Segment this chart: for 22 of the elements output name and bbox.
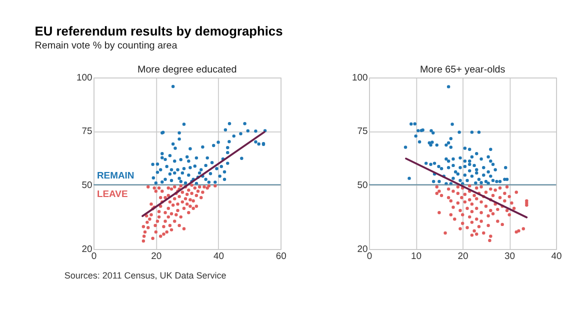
x-tick-label: 10 <box>410 250 422 262</box>
y-tick-label: 50 <box>82 180 92 191</box>
annotation: LEAVE <box>96 188 128 200</box>
x-tick-label: 40 <box>213 250 224 262</box>
y-tick-label: 100 <box>352 72 368 84</box>
annotation: REMAIN <box>96 170 134 182</box>
x-tick-label: 20 <box>151 250 162 262</box>
source-note: Sources: 2011 Census, UK Data Service <box>64 270 226 280</box>
x-tick-label: 30 <box>504 250 516 262</box>
y-tick-label: 50 <box>357 180 368 191</box>
x-axis-title: More 65+ year-olds <box>420 64 506 76</box>
x-tick-label: 0 <box>91 250 97 262</box>
x-tick-label: 20 <box>458 250 468 262</box>
x-tick-label: 0 <box>366 250 372 262</box>
y-tick-label: 75 <box>82 126 92 138</box>
x-tick-label: 40 <box>551 250 562 262</box>
x-tick-label: 60 <box>276 250 286 262</box>
y-tick-label: 100 <box>76 72 92 84</box>
y-tick-label: 75 <box>357 126 368 138</box>
x-axis-title: More degree educated <box>137 64 237 76</box>
chart-subtitle: Remain vote % by counting area <box>34 40 178 52</box>
chart-title: EU referendum results by demographics <box>34 23 283 38</box>
